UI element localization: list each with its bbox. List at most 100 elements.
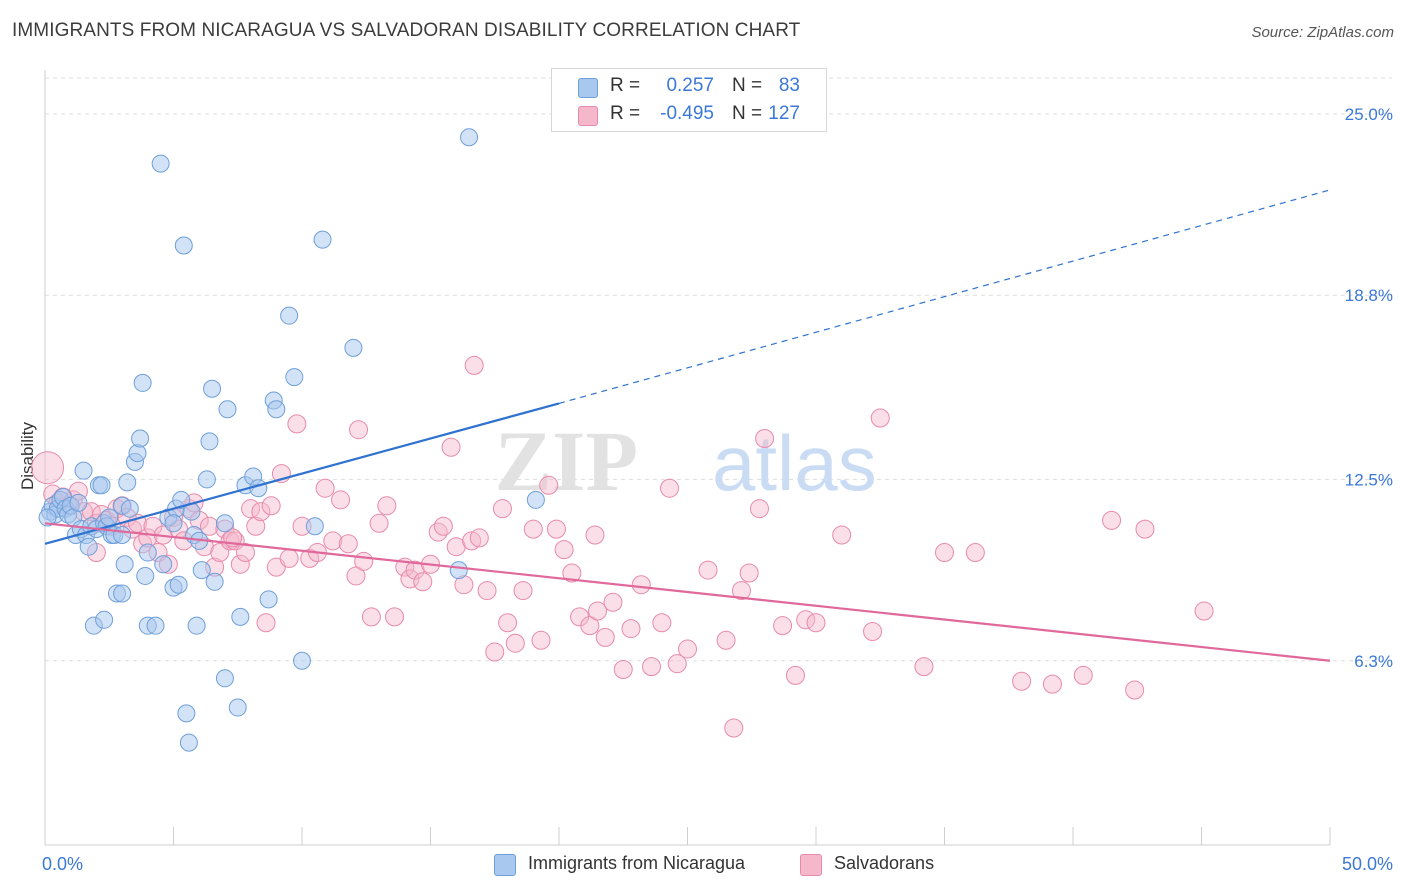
salvadorans-point [235, 543, 255, 563]
nicaragua-point [115, 555, 134, 574]
salvadorans-point [523, 519, 543, 539]
salvadorans-point [585, 525, 605, 545]
tick-labels: 6.3% 12.5% 18.8% 25.0% 0.0% 50.0% [42, 105, 1393, 874]
salvadorans-point [724, 718, 744, 738]
salvadorans-point [1073, 665, 1093, 685]
salvadorans-point [678, 639, 697, 659]
salvadorans-point [755, 428, 775, 448]
nicaragua-trend-line [44, 402, 560, 545]
salvadorans-point [642, 657, 662, 677]
nicaragua-point [151, 154, 170, 173]
blue-swatch [578, 78, 598, 98]
salvadorans-point [595, 627, 615, 647]
nicaragua-point [280, 306, 299, 325]
pink-swatch [800, 854, 822, 876]
salvadorans-point [870, 408, 890, 428]
nicaragua-point [200, 432, 219, 451]
salvadorans-point [346, 566, 366, 586]
watermark-zip: ZIP [495, 413, 638, 509]
salvadorans-points [31, 355, 1214, 738]
salvadorans-point [230, 554, 250, 574]
axis-layer [44, 70, 1331, 846]
salvadorans-point [369, 513, 389, 533]
r-label: R = [610, 75, 641, 96]
correlation-legend: R = 0.257 N = 83 R = -0.495 N = 127 [551, 68, 827, 132]
nicaragua-point [146, 616, 165, 635]
salvadorans-point [477, 581, 497, 601]
source-label: Source: ZipAtlas.com [1251, 24, 1394, 41]
legend-row-nicaragua: R = 0.257 N = 83 [552, 72, 826, 100]
salvadorans-point [1042, 674, 1062, 694]
salvadorans-point [965, 543, 985, 563]
nicaragua-point [449, 561, 468, 580]
y-tick-label: 12.5% [1345, 470, 1393, 489]
trend-lines [44, 189, 1331, 662]
salvadorans-point [354, 551, 374, 571]
nicaragua-point [231, 607, 250, 626]
nicaragua-point [38, 508, 57, 527]
salvadorans-point [562, 563, 582, 583]
grid-layer [45, 77, 1392, 662]
r-value: 0.257 [666, 75, 714, 96]
x-tick-label-min: 0.0% [42, 854, 83, 874]
nicaragua-point [113, 584, 132, 603]
nicaragua-point [305, 517, 324, 536]
salvadorans-point [603, 592, 623, 612]
nicaragua-point [133, 373, 152, 392]
nicaragua-point [169, 575, 188, 594]
salvadorans-point [287, 414, 307, 434]
nicaragua-point [344, 338, 363, 357]
n-label: N = [732, 103, 763, 124]
nicaragua-point [205, 572, 224, 591]
salvadorans-point [492, 499, 512, 519]
nicaragua-point [215, 669, 234, 688]
salvadorans-point [739, 563, 759, 583]
salvadorans-point [914, 657, 934, 677]
nicaragua-point [174, 236, 193, 255]
salvadorans-point [413, 572, 433, 592]
salvadorans-point [1194, 601, 1214, 621]
salvadorans-point [220, 531, 240, 551]
nicaragua-point [95, 610, 114, 629]
watermark-atlas: atlas [712, 419, 877, 507]
nicaragua-point [131, 429, 150, 448]
salvadorans-point [361, 607, 381, 627]
salvadorans-point [698, 560, 718, 580]
salvadorans-point [667, 654, 687, 674]
nicaragua-point [120, 499, 139, 518]
legend-label: Salvadorans [834, 853, 935, 873]
legend-label: Immigrants from Nicaragua [528, 853, 746, 873]
salvadorans-point [613, 660, 633, 680]
n-label: N = [732, 75, 763, 96]
nicaragua-points [38, 128, 545, 752]
salvadorans-point [1102, 510, 1122, 530]
nicaragua-point [74, 461, 93, 480]
salvadorans-trend-line [44, 522, 1331, 662]
y-tick-label: 6.3% [1354, 652, 1393, 671]
chart-title: IMMIGRANTS FROM NICARAGUA VS SALVADORAN … [12, 20, 801, 41]
salvadorans-point [749, 499, 769, 519]
nicaragua-point [259, 590, 278, 609]
salvadorans-point [377, 496, 397, 516]
salvadorans-point [1125, 680, 1145, 700]
salvadorans-point [580, 616, 600, 636]
salvadorans-point [773, 616, 793, 636]
nicaragua-point [218, 400, 237, 419]
r-value: -0.495 [660, 103, 714, 124]
nicaragua-point [192, 561, 211, 580]
n-value: 127 [768, 103, 800, 124]
salvadorans-point [428, 522, 448, 542]
nicaragua-point [179, 733, 198, 752]
salvadorans-point [251, 502, 271, 522]
y-tick-label: 25.0% [1345, 105, 1393, 124]
salvadorans-point [621, 619, 641, 639]
nicaragua-point [285, 368, 304, 387]
nicaragua-point [228, 698, 247, 717]
nicaragua-point [113, 526, 132, 544]
nicaragua-point [177, 704, 196, 723]
salvadorans-point [546, 519, 566, 539]
nicaragua-point [154, 555, 173, 574]
salvadorans-point [199, 516, 219, 536]
nicaragua-point [267, 400, 286, 419]
salvadorans-point [554, 540, 574, 560]
